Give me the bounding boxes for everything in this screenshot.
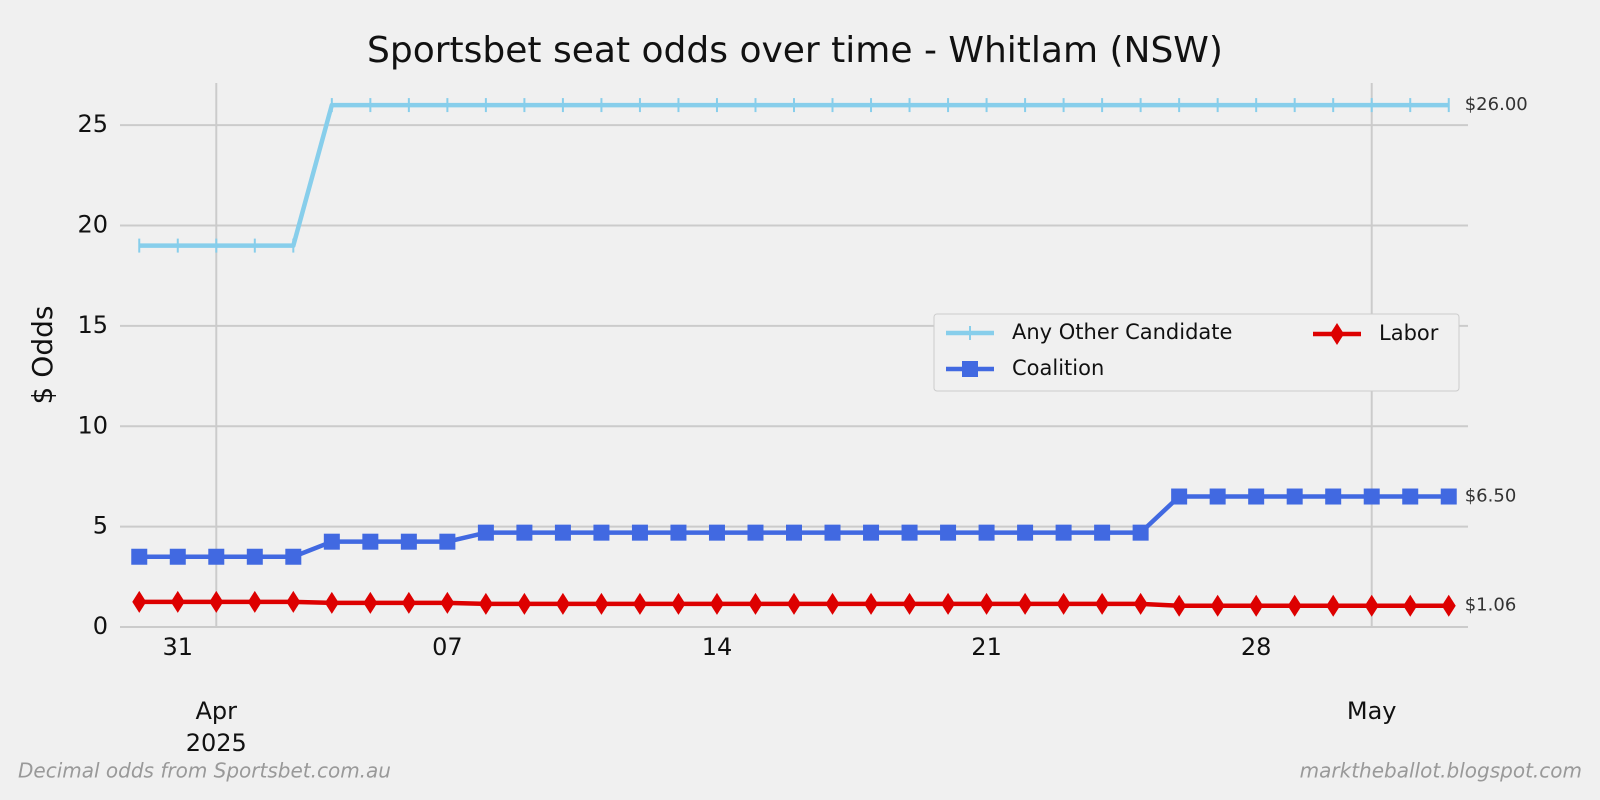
marker	[1286, 488, 1303, 505]
y-tick-label: 5	[93, 512, 108, 540]
marker	[748, 592, 763, 615]
marker	[863, 524, 880, 541]
x-tick-label: 21	[971, 633, 1002, 661]
marker	[323, 533, 340, 550]
marker	[940, 524, 957, 541]
marker	[1132, 524, 1149, 541]
x-tick-label: 14	[702, 633, 733, 661]
marker	[170, 590, 185, 613]
marker	[401, 591, 416, 614]
marker	[962, 361, 978, 377]
marker	[1209, 488, 1226, 505]
marker	[787, 592, 801, 615]
marker	[440, 591, 455, 614]
marker	[517, 592, 532, 615]
marker	[1018, 592, 1033, 615]
x-tick-label: May	[1347, 697, 1397, 725]
legend-label: Any Other Candidate	[1012, 320, 1232, 344]
x-tick-label: Apr	[196, 697, 238, 725]
marker	[824, 524, 841, 541]
marker	[978, 524, 995, 541]
marker	[1402, 488, 1419, 505]
marker	[208, 548, 225, 565]
x-tick-label: 28	[1241, 633, 1272, 661]
y-tick-label: 20	[77, 211, 108, 239]
marker	[516, 524, 533, 541]
marker	[477, 524, 494, 541]
footnote: Decimal odds from Sportsbet.com.au	[18, 759, 391, 783]
marker	[132, 590, 147, 613]
marker	[1171, 488, 1188, 505]
marker	[554, 524, 571, 541]
marker	[1094, 524, 1111, 541]
marker	[631, 524, 648, 541]
marker	[1326, 594, 1341, 617]
marker	[708, 524, 725, 541]
marker	[593, 524, 610, 541]
marker	[285, 548, 302, 565]
marker	[555, 592, 570, 615]
marker	[941, 592, 956, 615]
data-label: $1.06	[1465, 595, 1517, 616]
marker	[247, 590, 262, 613]
marker	[1363, 488, 1380, 505]
marker	[439, 533, 456, 550]
marker	[979, 592, 994, 615]
marker	[670, 524, 687, 541]
marker	[671, 592, 686, 615]
marker	[594, 592, 609, 615]
chart-title: Sportsbet seat odds over time - Whitlam …	[367, 30, 1223, 71]
marker	[864, 592, 879, 615]
marker	[286, 590, 301, 613]
x-tick-label: 07	[432, 633, 463, 661]
marker	[786, 524, 802, 541]
marker	[1210, 594, 1225, 617]
marker	[1364, 594, 1379, 617]
marker	[1330, 323, 1344, 345]
marker	[825, 592, 840, 615]
marker	[1440, 488, 1457, 505]
legend: Any Other Candidate Coalition Labor	[933, 313, 1460, 392]
marker	[1133, 592, 1148, 615]
marker	[1325, 488, 1342, 505]
marker	[632, 592, 647, 615]
x-tick-label: 2025	[186, 729, 247, 757]
marker	[1403, 594, 1418, 617]
legend-label: Labor	[1379, 321, 1439, 345]
marker	[1172, 594, 1187, 617]
footnote: marktheballot.blogspot.com	[1300, 759, 1582, 783]
marker	[246, 548, 263, 565]
marker	[901, 524, 918, 541]
data-label: $26.00	[1465, 94, 1528, 115]
marker	[1095, 592, 1110, 615]
marker	[169, 548, 186, 565]
marker	[1441, 594, 1456, 617]
marker	[400, 533, 417, 550]
marker	[1017, 524, 1034, 541]
x-tick-label: 31	[162, 633, 193, 661]
legend-label: Coalition	[1012, 356, 1104, 380]
marker	[709, 592, 724, 615]
y-tick-label: 15	[77, 311, 108, 339]
marker	[1248, 488, 1265, 505]
marker	[131, 548, 148, 565]
marker	[1249, 594, 1264, 617]
marker	[902, 592, 917, 615]
y-tick-label: 25	[77, 110, 108, 138]
marker	[747, 524, 764, 541]
marker	[362, 533, 379, 550]
marker	[478, 592, 493, 615]
marker	[363, 591, 378, 614]
marker	[209, 590, 224, 613]
marker	[1287, 594, 1302, 617]
y-tick-label: 0	[93, 612, 108, 640]
y-axis-label: $ Odds	[26, 306, 59, 405]
marker	[1056, 592, 1071, 615]
marker	[324, 591, 339, 614]
data-label: $6.50	[1465, 486, 1517, 507]
marker	[1055, 524, 1072, 541]
y-tick-label: 10	[77, 411, 108, 439]
